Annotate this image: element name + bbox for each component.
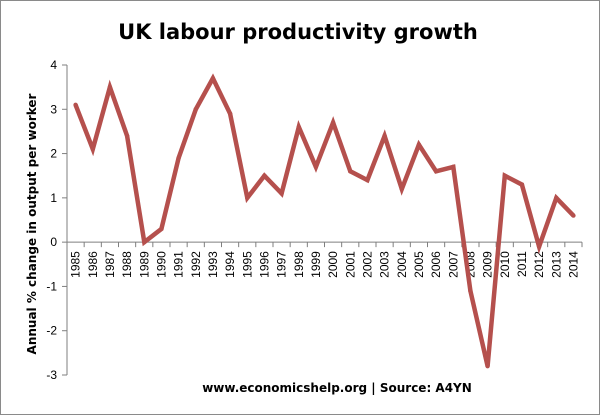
x-tick-label: 1998	[292, 251, 306, 278]
data-point	[73, 102, 78, 108]
data-point	[399, 186, 404, 192]
data-point	[416, 142, 422, 147]
x-tick-label: 2009	[481, 251, 495, 278]
y-tick-label: 4	[50, 58, 57, 72]
x-tick-label: 2001	[343, 251, 357, 278]
data-point	[348, 169, 353, 174]
x-tick-label: 1997	[275, 251, 289, 278]
data-point	[365, 177, 370, 183]
data-point	[330, 120, 336, 125]
data-point	[502, 173, 507, 178]
data-point	[451, 164, 456, 170]
data-point	[296, 124, 301, 130]
data-point	[193, 107, 198, 112]
data-point	[571, 213, 576, 218]
x-tick-label: 2010	[498, 251, 512, 278]
x-tick-label: 2002	[360, 251, 374, 278]
source-note: www.economicshelp.org | Source: A4YN	[202, 381, 472, 395]
y-tick-label: 0	[50, 235, 57, 249]
data-point	[245, 195, 250, 201]
x-tick-label: 2003	[378, 251, 392, 278]
series-line	[73, 73, 576, 367]
y-tick-label: 2	[50, 147, 57, 161]
y-tick-label: 3	[50, 102, 57, 116]
y-tick-label: -3	[46, 368, 57, 382]
x-tick-label: 2011	[515, 251, 529, 277]
data-point	[554, 195, 559, 201]
x-tick-label: 1990	[154, 251, 168, 278]
y-tick-label: -1	[46, 279, 57, 293]
data-point	[519, 182, 525, 187]
data-point	[107, 84, 113, 90]
x-tick-label: 1988	[120, 251, 134, 278]
data-point	[313, 164, 319, 170]
x-tick-label: 1996	[257, 251, 271, 278]
x-axis: 1985 1986 1987 1988 1989 1990 1991 1992 1993 1994…	[66, 241, 583, 278]
data-point	[262, 173, 267, 178]
x-tick-label: 1986	[86, 251, 100, 278]
x-tick-label: 2013	[549, 251, 563, 278]
data-point	[159, 226, 164, 232]
chart-title: UK labour productivity growth	[118, 20, 478, 44]
x-tick-label: 2012	[532, 251, 546, 278]
x-tick-label: 1991	[172, 251, 186, 278]
data-point	[279, 191, 284, 196]
data-point	[382, 133, 387, 139]
x-tick-label: 2007	[446, 251, 460, 278]
x-tick-label: 1993	[206, 251, 220, 278]
data-point	[536, 244, 542, 249]
x-tick-label: 2006	[429, 251, 443, 278]
data-point	[210, 76, 216, 81]
x-tick-label: 2014	[566, 251, 580, 278]
data-point	[176, 155, 181, 161]
x-tick-label: 1994	[223, 251, 237, 278]
x-tick-label: 1985	[69, 251, 83, 278]
data-point	[485, 363, 490, 369]
x-tick-label: 1995	[240, 251, 254, 278]
series-group	[73, 73, 576, 369]
y-axis: -3 -2 -1 0 1 2 3 4	[46, 58, 68, 382]
y-tick-label: 1	[50, 191, 57, 205]
data-point	[142, 239, 147, 245]
x-tick-label: 2000	[326, 251, 340, 278]
x-tick-label: 2004	[395, 251, 409, 278]
x-tick-label: 1999	[309, 251, 323, 278]
y-axis-label: Annual % change in output per worker	[25, 93, 39, 354]
data-point	[468, 288, 473, 294]
x-tick-label: 2005	[412, 251, 426, 278]
data-point	[124, 133, 130, 139]
data-point	[90, 146, 95, 152]
data-point	[227, 111, 233, 116]
x-tick-label: 1992	[189, 251, 203, 278]
y-tick-label: -2	[46, 324, 57, 338]
x-tick-label: 1989	[137, 251, 151, 278]
data-point	[433, 169, 439, 174]
x-tick-label: 1987	[103, 251, 117, 278]
